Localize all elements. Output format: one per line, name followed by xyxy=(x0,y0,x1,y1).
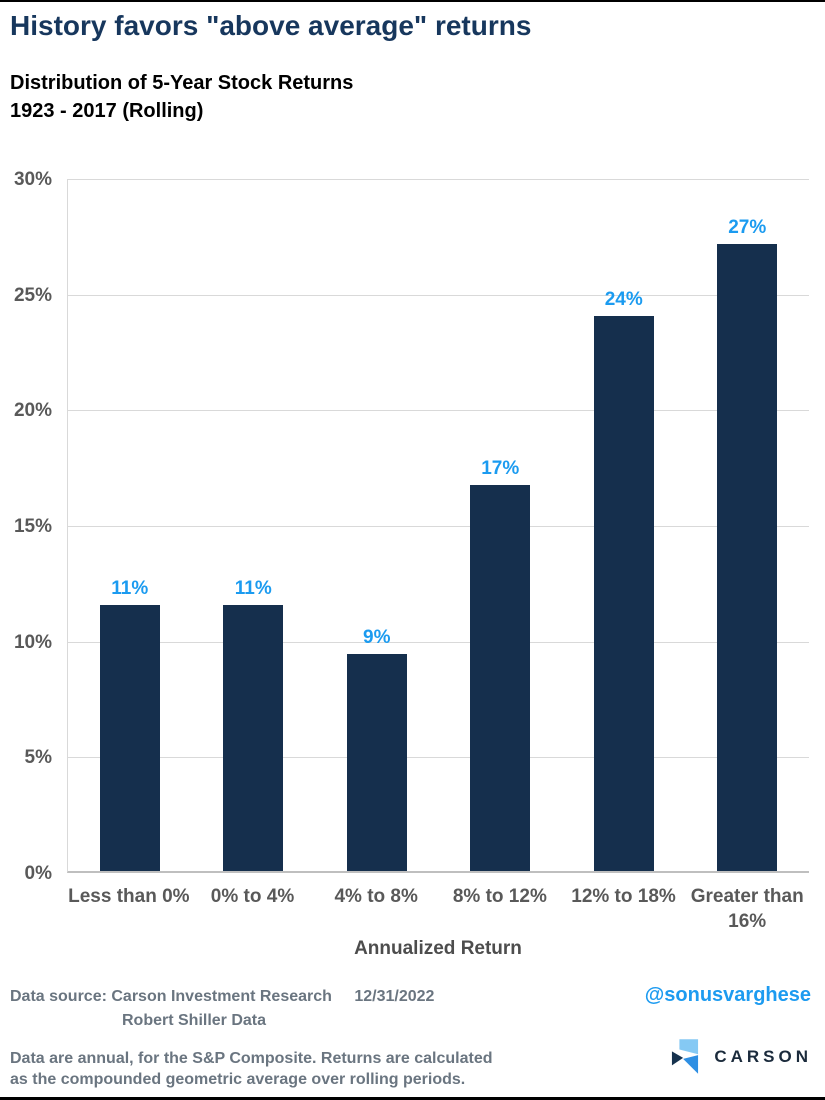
bar-3 xyxy=(470,484,531,871)
x-axis: Less than 0% 0% to 4% 4% to 8% 8% to 12% 12%… xyxy=(67,884,809,934)
gridline-5 xyxy=(68,757,809,759)
bar-4 xyxy=(593,315,654,871)
carson-logo: CARSON xyxy=(671,1038,812,1076)
social-handle: @sonusvarghese xyxy=(644,984,811,1006)
gridline-10 xyxy=(68,641,809,643)
y-axis: 0% 5% 10% 15% 20% 25% 30% xyxy=(0,170,52,883)
bar-slot-0: 11% xyxy=(68,179,192,871)
gridline-15 xyxy=(68,526,809,527)
bar-slot-2: 9% xyxy=(315,179,439,871)
disclaimer: Data are annual, for the S&P Composite. … xyxy=(10,1048,493,1090)
bar-slot-1: 11% xyxy=(192,179,316,871)
bar-value-label-1: 11% xyxy=(234,577,272,599)
disclaimer-line1: Data are annual, for the S&P Composite. … xyxy=(10,1050,493,1067)
carson-logo-wordmark: CARSON xyxy=(714,1047,812,1066)
bar-1 xyxy=(223,604,284,871)
x-tick-label-2: 4% to 8% xyxy=(334,886,418,907)
chart-subtitle-line2: 1923 - 2017 (Rolling) xyxy=(10,100,204,122)
gridline-25 xyxy=(68,294,809,296)
carson-logo-icon xyxy=(672,1039,699,1074)
x-tick-label-0: Less than 0% xyxy=(68,886,190,907)
bar-slot-4: 24% xyxy=(562,179,686,871)
x-tick-label-1: 0% to 4% xyxy=(210,886,295,907)
data-source-date: 12/31/2022 xyxy=(354,988,435,1005)
bar-slot-3: 17% xyxy=(439,179,563,871)
y-tick-label-0: 0% xyxy=(24,863,52,884)
data-source-line2: Robert Shiller Data xyxy=(122,1012,267,1029)
y-tick-label-15: 15% xyxy=(13,516,52,537)
page-title: History favors "above average" returns xyxy=(10,10,532,41)
x-tick-label-4: 12% to 18% xyxy=(571,886,676,907)
y-tick-label-25: 25% xyxy=(13,284,52,306)
gridline-20 xyxy=(68,410,809,412)
y-tick-label-20: 20% xyxy=(13,400,52,422)
x-tick-label-3: 8% to 12% xyxy=(452,886,547,907)
data-source-name: Carson Investment Research xyxy=(111,988,332,1005)
bar-value-label-0: 11% xyxy=(111,577,149,599)
gridline-30 xyxy=(68,179,809,180)
y-tick-label-5: 5% xyxy=(24,747,52,769)
chart-subtitle: Distribution of 5-Year Stock Returns 192… xyxy=(10,69,353,125)
chart-subtitle-line1: Distribution of 5-Year Stock Returns xyxy=(10,72,354,94)
data-source-label: Data source: xyxy=(10,988,107,1005)
bar-0 xyxy=(99,604,160,871)
bar-slot-5: 27% xyxy=(686,179,810,871)
x-axis-title: Annualized Return xyxy=(354,938,522,959)
bar-2 xyxy=(346,653,407,871)
y-tick-label-10: 10% xyxy=(13,631,52,653)
bar-value-label-3: 17% xyxy=(481,457,520,479)
bars-row: 11% 11% 9% 17% 24% 27% xyxy=(68,179,809,871)
data-source-block: Data source: Carson Investment Research … xyxy=(10,985,434,1033)
plot-area: 11% 11% 9% 17% 24% 27% xyxy=(67,179,809,873)
data-source-line1: Data source: Carson Investment Research … xyxy=(10,985,434,1009)
y-tick-label-30: 30% xyxy=(13,169,52,190)
disclaimer-line2: as the compounded geometric average over… xyxy=(10,1071,466,1088)
bar-value-label-5: 27% xyxy=(728,217,767,239)
bar-value-label-2: 9% xyxy=(363,626,391,648)
bar-value-label-4: 24% xyxy=(604,288,643,310)
bar-5 xyxy=(717,244,778,871)
x-tick-label-5: Greater than 16% xyxy=(690,886,804,932)
